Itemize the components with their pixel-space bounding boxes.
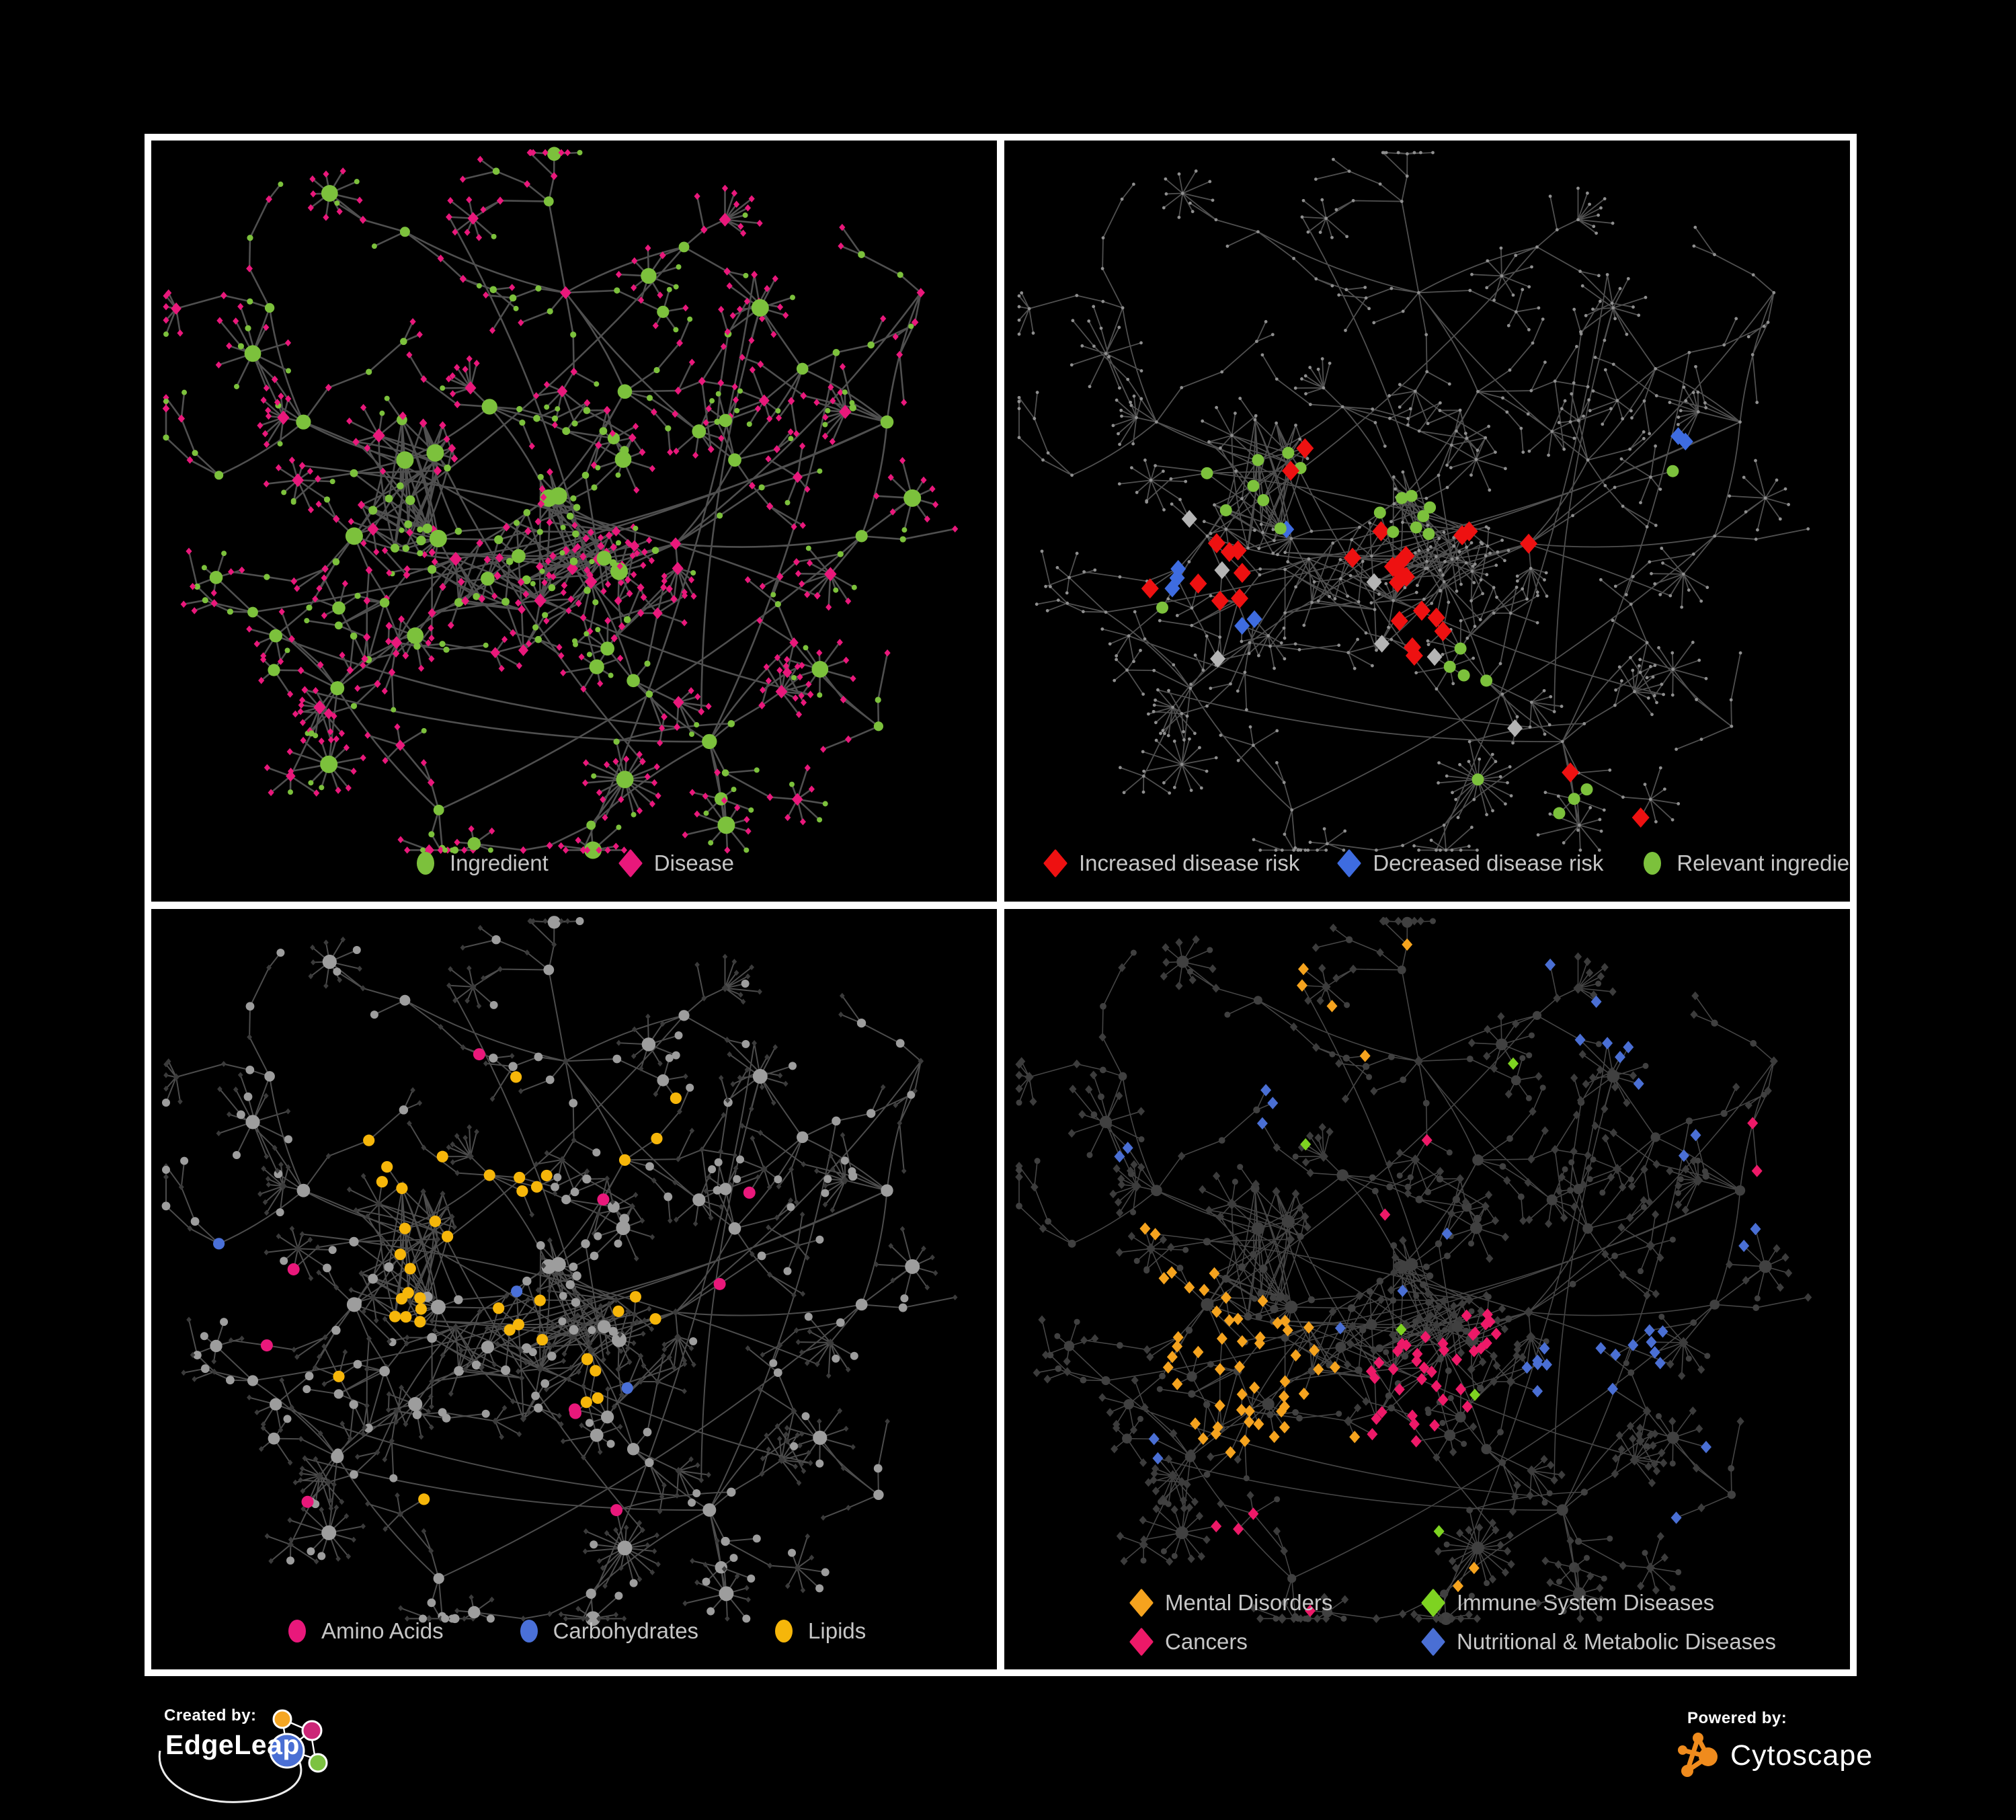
- legend-label: Decreased disease risk: [1373, 850, 1604, 875]
- legend-disease-risk: Increased disease risk Decreased disease …: [1043, 849, 1850, 877]
- legend-label: Immune System Diseases: [1457, 1590, 1715, 1615]
- legend-ingredient-disease: Ingredient Disease: [151, 849, 997, 877]
- legend-label: Carbohydrates: [553, 1618, 699, 1643]
- panel-disease-classes: Mental Disorders Immune System Diseases Ca…: [1004, 908, 1850, 1669]
- legend-marker-diamond-icon: [1129, 1589, 1154, 1617]
- edgeleap-logo-blue-node: [269, 1733, 305, 1769]
- legend-marker-circle-icon: [288, 1620, 306, 1643]
- network-graph-disease-risk: [1017, 151, 1810, 852]
- panel-ingredient-disease: Ingredient Disease: [151, 141, 997, 902]
- legend-item: Decreased disease risk: [1337, 849, 1603, 877]
- legend-label: Lipids: [808, 1618, 866, 1643]
- legend-label: Mental Disorders: [1165, 1590, 1333, 1615]
- created-by-label: Created by:: [164, 1706, 257, 1725]
- legend-marker-diamond-icon: [1043, 849, 1067, 877]
- network-graph-disease-classes: [1015, 916, 1812, 1625]
- legend-item: Ingredient: [414, 849, 549, 877]
- legend-item: Nutritional & Metabolic Diseases: [1421, 1628, 1776, 1656]
- legend-item: Relevant ingredient: [1641, 849, 1850, 877]
- legend-item: Lipids: [772, 1617, 866, 1645]
- panel-ingredient-classes: Amino Acids Carbohydrates Lipids: [151, 908, 997, 1669]
- network-graph-ingredient-classes: [161, 915, 958, 1626]
- edgeleap-logo-orange-node: [272, 1709, 292, 1729]
- legend-marker-diamond-icon: [1129, 1628, 1154, 1656]
- cytoscape-logo-icon: [1678, 1733, 1718, 1777]
- legend-label: Amino Acids: [321, 1618, 444, 1643]
- legend-marker-diamond-icon: [1421, 1628, 1445, 1656]
- legend-marker-circle-icon: [416, 851, 434, 875]
- cytoscape-brand-name: Cytoscape: [1730, 1739, 1873, 1772]
- edgeleap-logo-green-node: [308, 1753, 328, 1773]
- legend-marker-diamond-icon: [1421, 1589, 1445, 1617]
- legend-item: Amino Acids: [286, 1617, 444, 1645]
- legend-label: Relevant ingredient: [1677, 850, 1850, 875]
- edgeleap-brand-name: EdgeLeap: [165, 1729, 300, 1760]
- legend-item: Disease: [618, 849, 734, 877]
- legend-label: Ingredient: [449, 850, 549, 875]
- legend-marker-diamond-icon: [1337, 849, 1361, 877]
- legend-label: Disease: [653, 850, 734, 875]
- legend-label: Nutritional & Metabolic Diseases: [1457, 1629, 1777, 1654]
- legend-item: Carbohydrates: [518, 1617, 698, 1645]
- edgeleap-branding: Created by: EdgeLeap: [153, 1702, 362, 1818]
- legend-item: Mental Disorders: [1129, 1589, 1382, 1617]
- legend-marker-diamond-icon: [618, 849, 643, 877]
- legend-ingredient-classes: Amino Acids Carbohydrates Lipids: [286, 1617, 866, 1645]
- cytoscape-branding: Powered by: Cytoscape: [1678, 1709, 1974, 1790]
- legend-disease-classes: Mental Disorders Immune System Diseases Ca…: [1129, 1589, 1776, 1656]
- legend-marker-circle-icon: [775, 1620, 793, 1643]
- legend-label: Cancers: [1165, 1629, 1248, 1654]
- panel-grid: Ingredient Disease Increased disease risk…: [145, 134, 1857, 1676]
- panel-disease-risk: Increased disease risk Decreased disease …: [1004, 141, 1850, 902]
- legend-label: Increased disease risk: [1079, 850, 1300, 875]
- edgeleap-logo-icon: [158, 1709, 328, 1803]
- edgeleap-logo-magenta-node: [301, 1720, 323, 1741]
- network-graph-ingredient-disease: [162, 147, 959, 859]
- legend-item: Cancers: [1129, 1628, 1382, 1656]
- legend-item: Increased disease risk: [1043, 849, 1299, 877]
- powered-by-label: Powered by:: [1687, 1709, 1787, 1727]
- legend-marker-circle-icon: [520, 1620, 538, 1643]
- legend-item: Immune System Diseases: [1421, 1589, 1776, 1617]
- legend-marker-circle-icon: [1644, 851, 1662, 875]
